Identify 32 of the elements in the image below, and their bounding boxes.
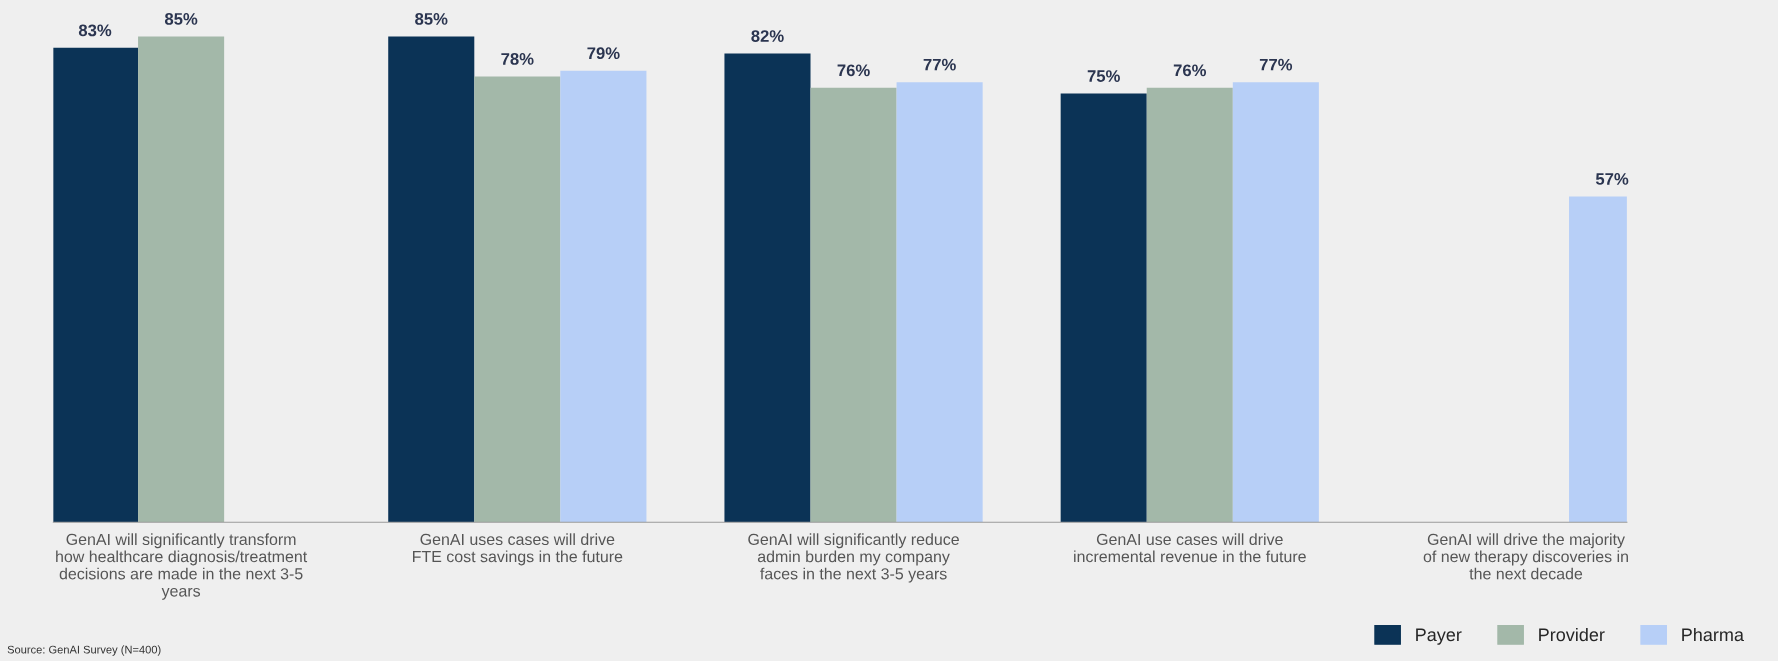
data-label: 57% xyxy=(1595,173,1629,185)
source-note: Source: GenAI Survey (N=400) xyxy=(7,645,161,656)
data-label: 76% xyxy=(1173,64,1207,77)
bar xyxy=(896,82,983,523)
x-tick-label: GenAI will significantly transform how healthcare diagnosis/treatment decisions are made in the next 3-5 years xyxy=(56,533,308,600)
legend-label: Payer xyxy=(1416,628,1462,645)
x-tick-label: GenAI will significantly reduce admin burden my company faces in the next 3-5 years xyxy=(748,533,959,583)
bar xyxy=(810,87,897,523)
data-label: 78% xyxy=(501,53,534,65)
data-label: 77% xyxy=(923,58,956,71)
data-label: 77% xyxy=(1259,58,1293,71)
data-label: 79% xyxy=(587,47,620,60)
x-tick-label: GenAI will drive the majority of new therapy discoveries in the next decade xyxy=(1423,533,1628,580)
data-label: 85% xyxy=(415,13,448,25)
data-label: 75% xyxy=(1087,70,1120,82)
x-tick-label: GenAI uses cases will drive FTE cost savings in the future xyxy=(413,533,623,566)
bar xyxy=(724,53,811,523)
x-tick-label: GenAI use cases will drive incremental revenue in the future xyxy=(1074,533,1306,563)
data-label: 82% xyxy=(751,30,784,42)
data-label: 85% xyxy=(164,13,198,25)
bar xyxy=(388,36,475,523)
bar xyxy=(1146,87,1233,523)
legend-label: Pharma xyxy=(1682,627,1744,642)
bar xyxy=(1060,93,1147,523)
bar xyxy=(474,76,561,523)
bar xyxy=(53,47,139,523)
legend-label: Provider xyxy=(1539,627,1605,642)
data-label: 76% xyxy=(837,64,870,77)
bar xyxy=(1232,82,1319,523)
data-label: 83% xyxy=(78,24,112,37)
bar xyxy=(138,36,225,523)
bar xyxy=(560,70,647,523)
